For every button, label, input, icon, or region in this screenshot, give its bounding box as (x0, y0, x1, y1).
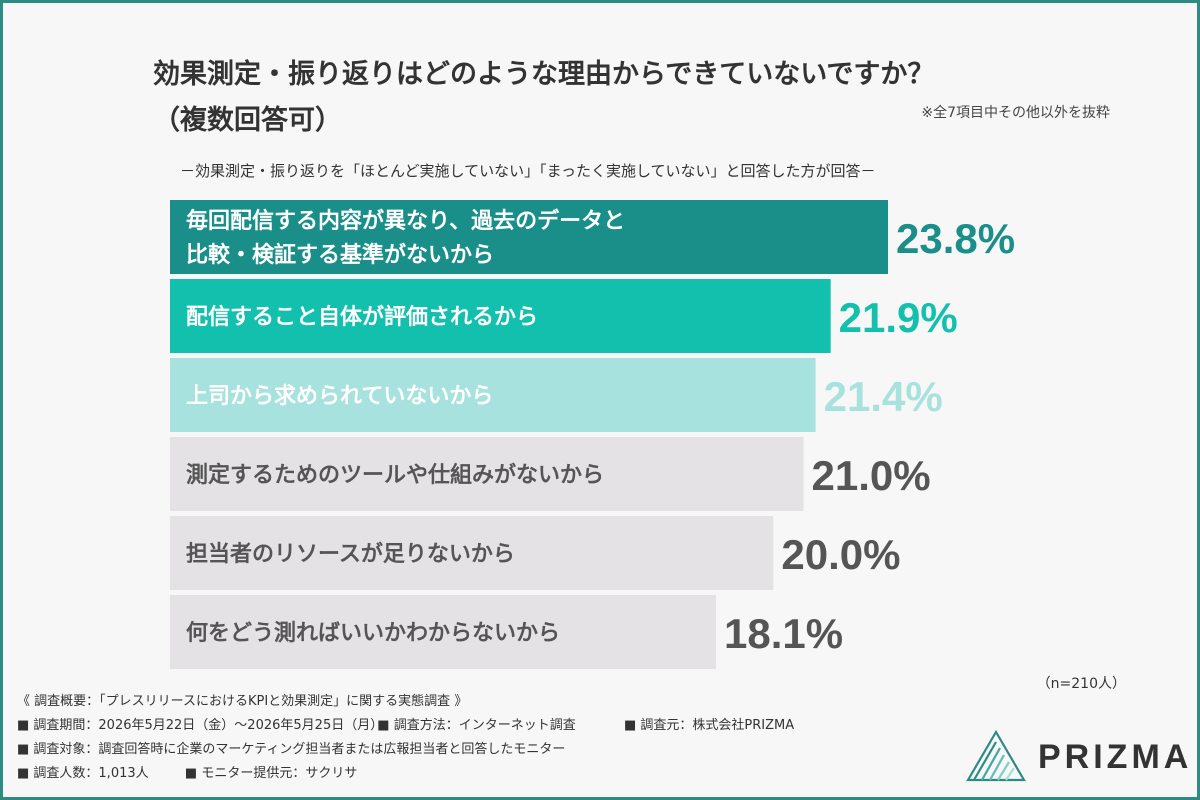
survey-source: ■ 調査元：株式会社PRIZMA (623, 718, 795, 733)
bar-3 (170, 358, 816, 432)
logo-prism-line (989, 754, 1005, 781)
bar-label-3-line-1: 上司から求められていないから (186, 384, 493, 409)
survey-target: ■ 調査対象：調査回答時に企業のマーケティング担当者または広報担当者と回答したモ… (17, 742, 566, 757)
value-label-5: 20.0% (781, 531, 900, 578)
bar-label-1-line-2: 比較・検証する基準がないから (186, 242, 494, 268)
value-label-4: 21.0% (812, 452, 931, 499)
monitor-provider: ■ モニター提供元：サクリサ (184, 766, 358, 781)
prizma-logo-text: PRIZMA (1038, 738, 1193, 776)
survey-method: ■ 調査方法：インターネット調査 (377, 718, 576, 733)
survey-count: ■ 調査人数：1,013人 (17, 766, 149, 781)
sample-size-label: （n=210人） (1036, 676, 1126, 692)
chart-title-line-1: 効果測定・振り返りはどのような理由からできていないですか？ (153, 59, 935, 90)
bar-label-5-line-1: 担当者のリソースが足りないから (186, 541, 515, 567)
logo-prism-line (997, 761, 1010, 781)
value-label-2: 21.9% (839, 294, 958, 341)
bar-1 (170, 200, 888, 274)
survey-period: ■ 調査期間：2026年5月22日（金）～2026年5月25日（月） (17, 718, 384, 733)
prizma-logo-icon (966, 729, 1026, 782)
chart-note: ※全7項目中その他以外を抜粋 (921, 105, 1110, 121)
bar-5 (170, 516, 774, 590)
survey-footer: 《 調査概要：「プレスリリースにおけるKPIと効果測定」に関する実態調査 》 ■… (17, 690, 794, 786)
value-label-3: 21.4% (824, 373, 943, 420)
bar-label-4-line-1: 測定するためのツールや仕組みがないから (186, 462, 604, 488)
chart-subtitle: －効果測定・振り返りを「ほとんど実施していない」「まったく実施していない」と回答… (180, 162, 876, 180)
chart-title: 効果測定・振り返りはどのような理由からできていないですか？ （複数回答可） (153, 52, 934, 144)
bar-4 (170, 437, 804, 511)
bar-label-6-line-1: 何をどう測ればいいかわからないから (186, 620, 560, 646)
logo-prism-line (981, 747, 1001, 781)
bar-label-2-line-1: 配信すること自体が評価されるから (186, 304, 538, 330)
value-label-6: 18.1% (724, 610, 843, 657)
survey-heading: 《 調査概要：「プレスリリースにおけるKPIと効果測定」に関する実態調査 》 (17, 694, 468, 709)
chart-title-line-2: （複数回答可） (153, 105, 342, 136)
logo-prism-line (1005, 767, 1015, 781)
bar-6 (170, 595, 717, 669)
bar-label-1-line-1: 毎回配信する内容が異なり、過去のデータと (186, 208, 625, 234)
logo-prism-outline (966, 729, 1026, 782)
logo-prism-line (973, 741, 997, 781)
value-label-1: 23.8% (896, 215, 1015, 262)
bar-2 (170, 279, 831, 353)
